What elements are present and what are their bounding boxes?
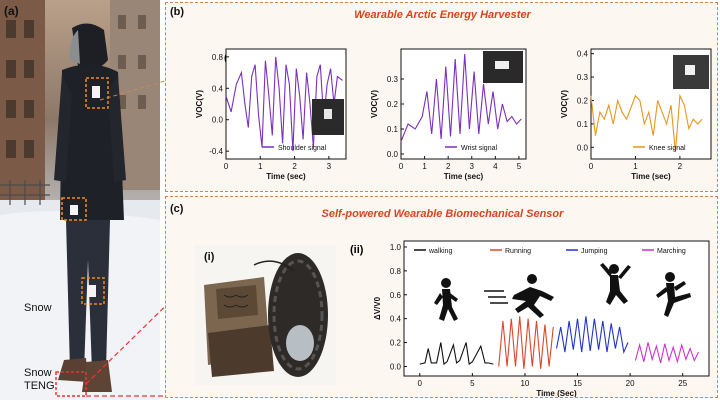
y-tick-label: 0.3 [577,73,589,82]
x-axis-label: Time (Sec) [536,389,577,397]
series-line-knee-signal [590,93,703,153]
series-line-marching [634,342,699,364]
legend-label: Marching [657,248,686,255]
panel-b: (b) Wearable Arctic Energy Harvester (i)… [165,2,718,192]
legend-label: Running [505,248,531,255]
x-tick-label: 1 [422,162,427,171]
photo-scene [0,0,160,400]
x-tick-label: 2 [678,162,683,171]
y-axis-label: VOC(V) [560,90,569,118]
y-tick-label: 0.2 [390,339,402,348]
sensor-patch [495,61,509,69]
y-tick-label: 0.0 [577,143,589,152]
legend-label: walking [428,248,452,255]
y-tick-label: 0.0 [212,116,224,125]
legend-label: Wrist signal [461,145,497,152]
x-tick-label: 20 [626,379,635,388]
x-axis-label: Time (sec) [444,172,484,181]
person-photo: (a) Snow Snow TENG [0,0,160,400]
y-tick-label: 1.0 [390,243,402,252]
y-tick-label: 0.0 [387,150,399,159]
marching-icon [656,272,691,317]
series-line-running [498,316,554,369]
series-line-walking [419,342,494,366]
jumping-icon [600,263,631,305]
y-tick-label: 0.3 [387,75,399,84]
panel-b-label: (b) [170,6,185,18]
sensor-patch [324,109,332,119]
x-tick-label: 5 [517,162,522,171]
legend-label: Shoulder signal [278,145,327,152]
x-tick-label: 3 [470,162,475,171]
panel-c-label: (c) [170,203,184,215]
x-tick-label: 5 [470,379,475,388]
x-tick-label: 2 [446,162,451,171]
y-tick-label: 0.1 [387,125,399,134]
y-tick-label: 0.8 [390,267,402,276]
x-axis-label: Time (sec) [631,172,671,181]
x-tick-label: 25 [678,379,687,388]
panel-a-label: (a) [4,4,19,18]
x-tick-label: 0 [224,162,229,171]
y-tick-label: 0.8 [212,53,224,62]
running-icon [484,274,554,318]
x-tick-label: 1 [633,162,638,171]
y-tick-label: 0.0 [390,362,402,371]
y-tick-label: 0.1 [577,120,589,129]
chart-c-ii-label: (ii) [350,244,364,256]
x-axis-label: Time (sec) [266,172,306,181]
x-tick-label: 10 [520,379,529,388]
series-line-jumping [555,316,629,355]
snow-teng-label: Snow TENG [24,367,55,392]
y-tick-label: -0.4 [209,147,223,156]
y-tick-label: 0.4 [390,315,402,324]
snow-label: Snow [24,302,52,314]
legend-label: Jumping [581,248,608,255]
y-tick-label: 0.2 [577,96,589,105]
panel-b-title: Wearable Arctic Energy Harvester [354,9,531,21]
x-tick-label: 4 [493,162,498,171]
x-tick-label: 3 [327,162,332,171]
boot-illustration [194,245,336,385]
boot-photo-label: (i) [204,251,215,263]
x-tick-label: 0 [418,379,423,388]
series-line-wrist-signal [400,53,522,142]
panel-c: (c) Self-powered Wearable Biomechanical … [165,196,718,398]
panel-c-title: Self-powered Wearable Biomechanical Sens… [321,208,564,220]
x-tick-label: 2 [292,162,297,171]
y-tick-label: 0.4 [212,84,224,93]
walking-icon [434,278,458,321]
sensor-patch [685,65,695,75]
y-tick-label: 0.4 [577,50,589,59]
boot-photo: (i) [194,245,336,385]
y-tick-label: 0.2 [387,100,399,109]
x-tick-label: 0 [589,162,594,171]
x-tick-label: 0 [399,162,404,171]
x-tick-label: 1 [258,162,263,171]
y-axis-label: VOC(V) [195,90,204,118]
chart-biomechanical: (ii) 0 5 10 15 20 25 0.0 0.2 0.4 0.6 0.8 1.0 Time (S… [350,240,710,397]
y-tick-label: 0.6 [390,291,402,300]
y-axis-label: VOC(V) [370,90,379,118]
y-axis-label: ΔV/V0 [373,296,382,320]
legend-label: Knee signal [649,145,686,152]
x-tick-label: 15 [573,379,582,388]
